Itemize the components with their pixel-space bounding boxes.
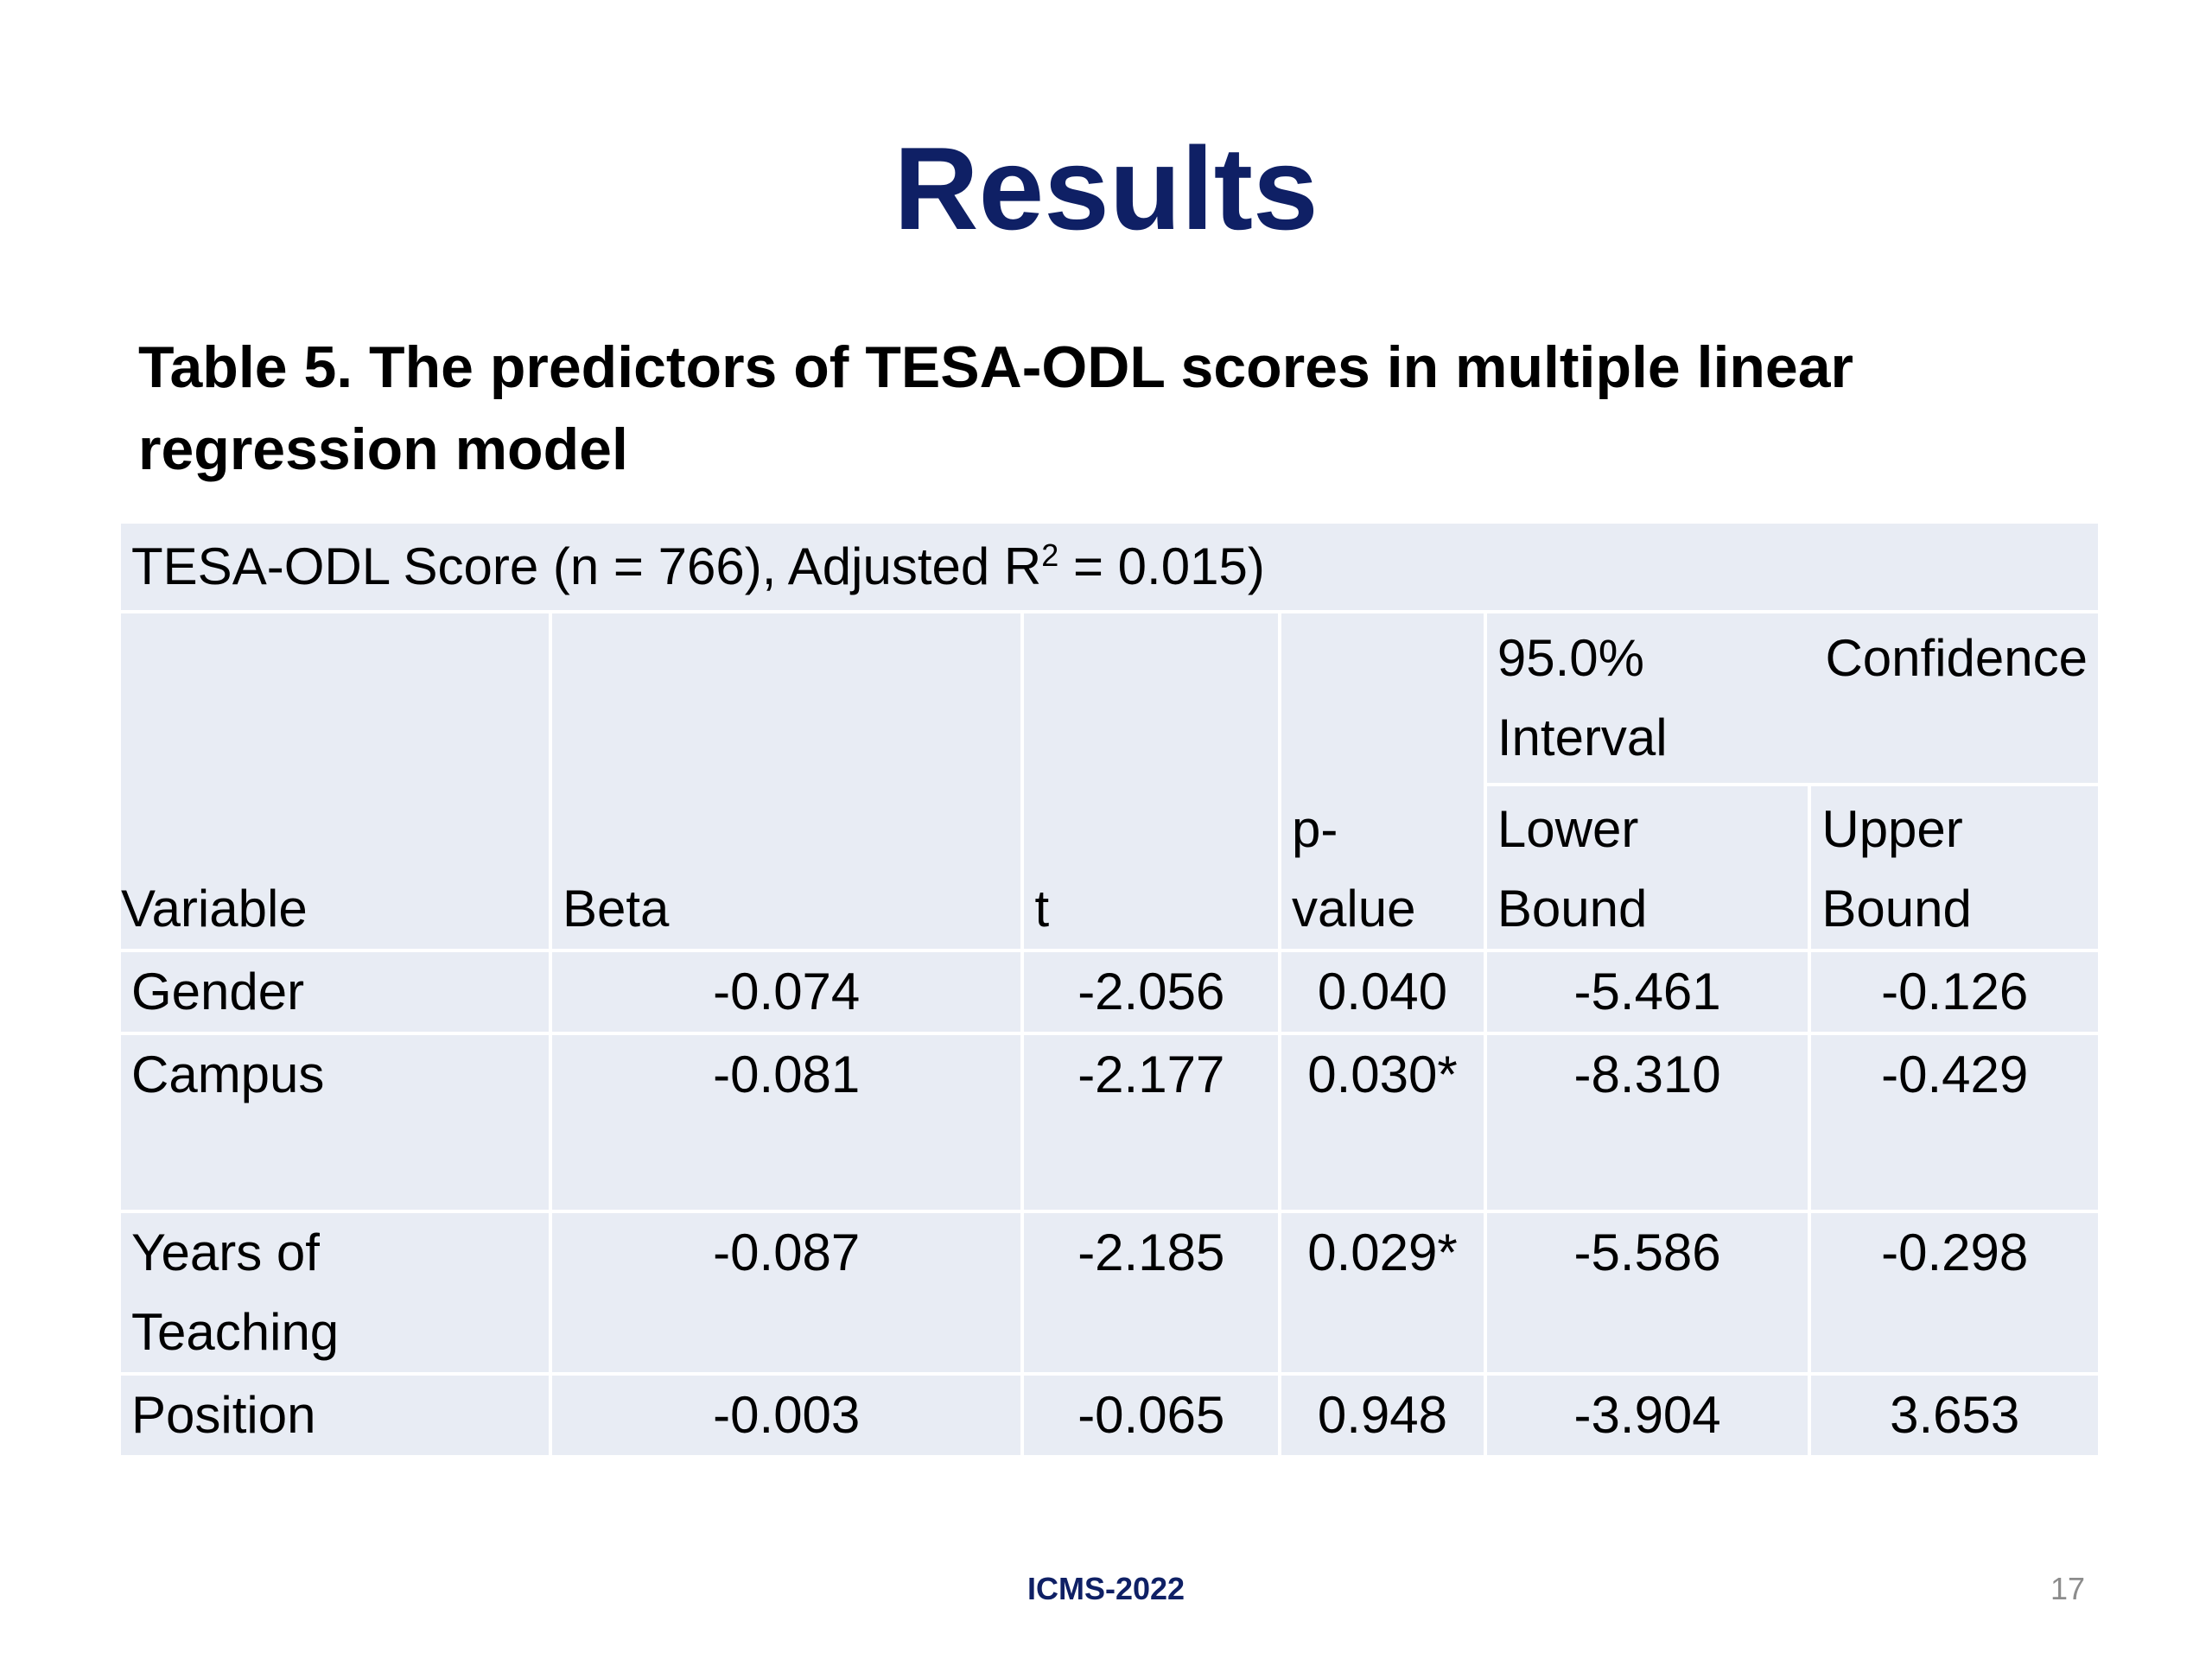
ci-word1: 95.0% xyxy=(1497,629,1645,687)
cell-p: 0.948 xyxy=(1278,1372,1487,1459)
cell-p: 0.029* xyxy=(1278,1210,1487,1376)
cell-variable: Position xyxy=(118,1372,552,1459)
header-suffix: = 0.015) xyxy=(1058,537,1265,595)
table-row: Campus -0.081 -2.177 0.030* -8.310 -0.42… xyxy=(118,1032,2101,1213)
cell-upper: -0.126 xyxy=(1808,949,2101,1035)
header-sup: 2 xyxy=(1041,537,1059,573)
cell-beta: -0.003 xyxy=(548,1372,1025,1459)
cell-upper: 3.653 xyxy=(1808,1372,2101,1459)
lower-line2: Bound xyxy=(1497,880,1648,938)
caption-line-1: Table 5. The predictors of TESA-ODL scor… xyxy=(138,334,1854,400)
cell-lower: -5.586 xyxy=(1483,1210,1812,1376)
cell-p: 0.030* xyxy=(1278,1032,1487,1213)
table-row: Gender -0.074 -2.056 0.040 -5.461 -0.126 xyxy=(118,949,2101,1035)
table-row: Years of Teaching -0.087 -2.185 0.029* -… xyxy=(118,1210,2101,1376)
table-row: Position -0.003 -0.065 0.948 -3.904 3.65… xyxy=(118,1372,2101,1459)
cell-beta: -0.087 xyxy=(548,1210,1025,1376)
cell-lower: -5.461 xyxy=(1483,949,1812,1035)
header-row-ci: Variable Beta t p- value 95.0% Confidenc… xyxy=(118,610,2102,952)
col-header-variable: Variable xyxy=(118,610,552,952)
table-header-title-row: TESA-ODL Score (n = 766), Adjusted R2 = … xyxy=(118,520,2101,613)
upper-line2: Bound xyxy=(1821,880,1972,938)
col-header-beta: Beta xyxy=(548,610,1025,952)
upper-line1: Upper xyxy=(1821,800,1963,858)
variable-line2: Teaching xyxy=(131,1303,340,1361)
variable-line1: Years of xyxy=(131,1224,320,1281)
cell-variable: Years of Teaching xyxy=(118,1210,552,1376)
cell-upper: -0.298 xyxy=(1808,1210,2101,1376)
cell-lower: -8.310 xyxy=(1483,1032,1812,1213)
table-caption: Table 5. The predictors of TESA-ODL scor… xyxy=(138,327,2039,491)
col-header-upper: Upper Bound xyxy=(1808,783,2101,952)
cell-beta: -0.074 xyxy=(548,949,1025,1035)
ci-word3: Interval xyxy=(1497,709,1668,766)
col-header-lower: Lower Bound xyxy=(1483,783,1812,952)
page-number: 17 xyxy=(2050,1571,2085,1606)
cell-t: -0.065 xyxy=(1020,1372,1282,1459)
cell-beta: -0.081 xyxy=(548,1032,1025,1213)
ci-word2: Confidence xyxy=(1825,629,2088,687)
slide-title: Results xyxy=(893,123,1319,254)
cell-variable: Gender xyxy=(118,949,552,1035)
cell-p: 0.040 xyxy=(1278,949,1487,1035)
col-header-p: p- value xyxy=(1278,610,1487,952)
col-header-ci: 95.0% Confidence Interval xyxy=(1483,610,2102,786)
footer-conference: ICMS-2022 xyxy=(1027,1571,1185,1606)
cell-t: -2.177 xyxy=(1020,1032,1282,1213)
cell-lower: -3.904 xyxy=(1483,1372,1812,1459)
header-row-bounds: Lower Bound Upper Bound xyxy=(119,783,2101,952)
lower-line1: Lower xyxy=(1497,800,1639,858)
cell-t: -2.185 xyxy=(1020,1210,1282,1376)
cell-variable: Campus xyxy=(118,1032,552,1213)
caption-line-2: regression model xyxy=(138,416,628,482)
cell-upper: -0.429 xyxy=(1808,1032,2101,1213)
p-line2: value xyxy=(1292,880,1416,938)
cell-t: -2.056 xyxy=(1020,949,1282,1035)
table-header-title: TESA-ODL Score (n = 766), Adjusted R2 = … xyxy=(118,520,2101,613)
regression-table: TESA-ODL Score (n = 766), Adjusted R2 = … xyxy=(118,520,2102,1459)
p-line1: p- xyxy=(1292,800,1338,858)
col-header-t: t xyxy=(1020,610,1282,952)
header-prefix: TESA-ODL Score (n = 766), Adjusted R xyxy=(131,537,1042,595)
